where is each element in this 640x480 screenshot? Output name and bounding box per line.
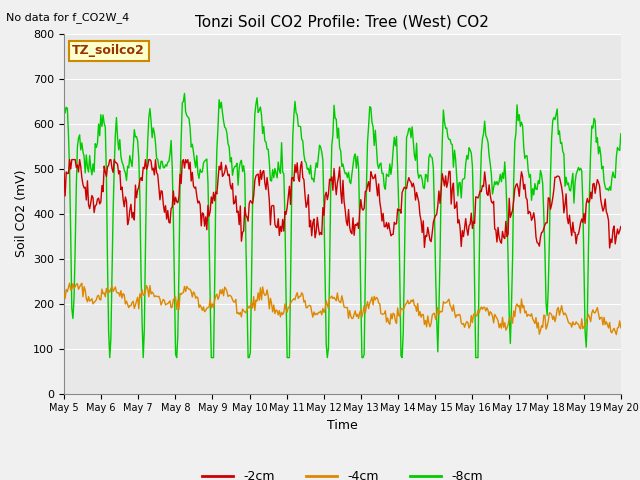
Text: TZ_soilco2: TZ_soilco2	[72, 44, 145, 58]
Title: Tonzi Soil CO2 Profile: Tree (West) CO2: Tonzi Soil CO2 Profile: Tree (West) CO2	[195, 15, 490, 30]
Y-axis label: Soil CO2 (mV): Soil CO2 (mV)	[15, 170, 28, 257]
Legend: -2cm, -4cm, -8cm: -2cm, -4cm, -8cm	[197, 465, 488, 480]
X-axis label: Time: Time	[327, 419, 358, 432]
Text: No data for f_CO2W_4: No data for f_CO2W_4	[6, 12, 130, 23]
